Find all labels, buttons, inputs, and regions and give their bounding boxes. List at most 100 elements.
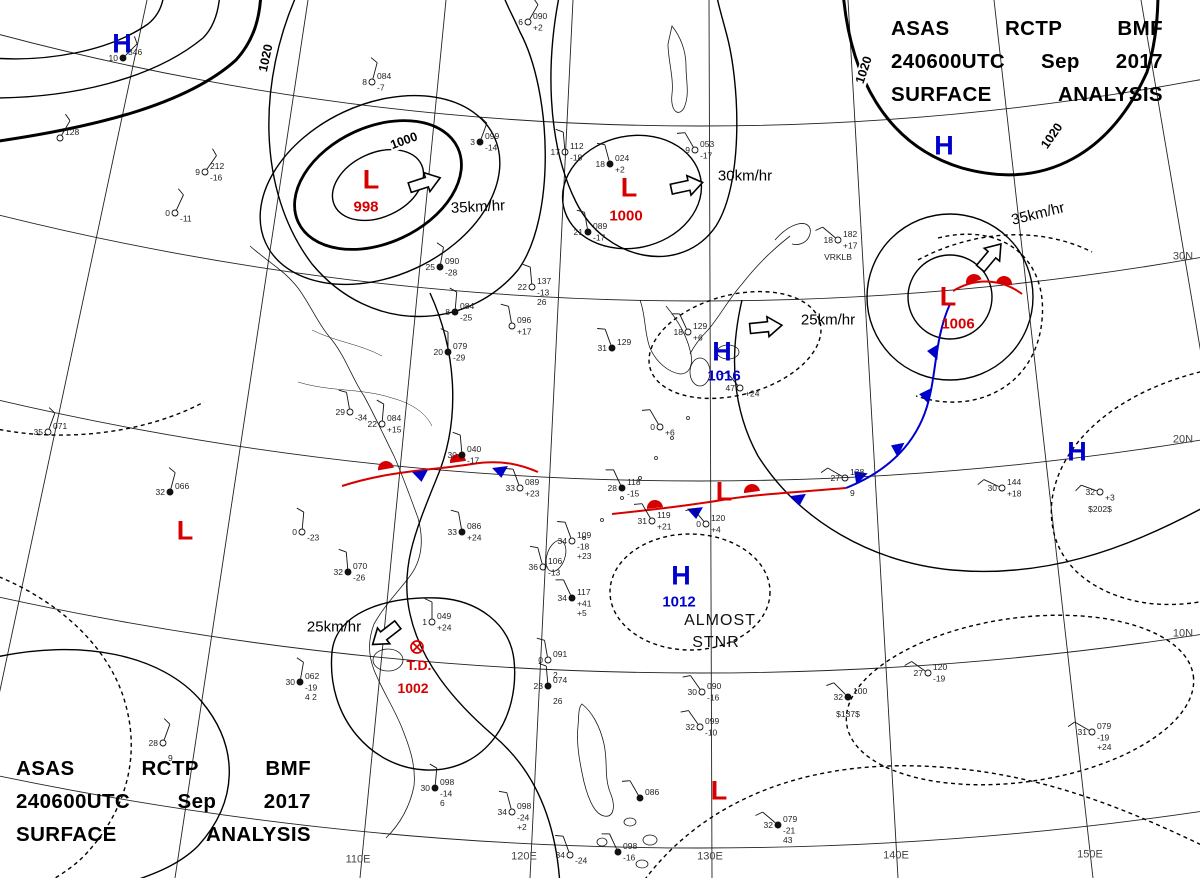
warm-front-symbol <box>996 276 1012 286</box>
wind-barb-feather <box>338 389 347 393</box>
wind-barb-shaft <box>125 43 138 56</box>
title-line-3: SURFACE ANALYSIS <box>16 823 311 847</box>
station-pressure: 084 <box>377 71 391 81</box>
station-pressure: 089 <box>593 221 607 231</box>
station-change: +3 <box>1105 493 1115 503</box>
warm-front-symbol <box>647 500 663 509</box>
movement-arrow <box>669 174 704 197</box>
station-change: -7 <box>377 83 385 93</box>
wind-barb-shaft <box>537 547 543 564</box>
station-change: +17 <box>843 241 858 251</box>
isobars-dashed <box>0 233 1200 878</box>
wind-barb-feather <box>555 128 564 133</box>
station-change: +21 <box>657 522 672 532</box>
station-change: -16 <box>210 173 223 183</box>
station-plot: 31 079 -19+24 <box>1067 721 1112 752</box>
station-change: -14 <box>440 789 453 799</box>
wind-barb-shaft <box>833 682 846 695</box>
station-extra: +5 <box>577 608 587 618</box>
station-temperature: 25 <box>426 262 436 272</box>
station-pressure: 182 <box>843 229 857 239</box>
station-temperature: 8 <box>445 307 450 317</box>
station-temperature: 3 <box>470 137 475 147</box>
station-temperature: 30 <box>421 783 431 793</box>
station-temperature: 33 <box>448 527 458 537</box>
wind-barb-feather <box>436 242 444 248</box>
station-change: +24 <box>437 623 452 633</box>
wind-barb-feather <box>480 117 488 124</box>
wind-barb-shaft <box>48 413 56 429</box>
station-change: -13 <box>537 288 550 298</box>
wind-barb-feather <box>977 479 985 486</box>
station-temperature: 10 <box>109 53 119 63</box>
station-extra: 2 <box>553 670 558 680</box>
wind-barb-shaft <box>458 512 462 529</box>
station-change: -16 <box>707 693 720 703</box>
station-change: -18 <box>577 542 590 552</box>
station-temperature: 22 <box>518 282 528 292</box>
station-plot: 096+17 <box>500 303 532 337</box>
station-temperature: 34 <box>498 807 508 817</box>
wind-barb-feather <box>529 545 538 549</box>
station-change: -19 <box>933 674 946 684</box>
station-plot: 20 079 -29 <box>434 328 467 363</box>
station-extra: 4 2 <box>305 692 317 702</box>
title-line-1: ASAS RCTP BMF <box>16 757 311 780</box>
station-change: -24 <box>575 856 588 866</box>
warm-front-line <box>952 280 1023 295</box>
wind-barb-feather <box>820 467 828 473</box>
station-plot: 25 090 -28 <box>426 242 459 278</box>
station-temperature: 30 <box>988 483 998 493</box>
wind-barb-feather <box>376 399 384 405</box>
wind-barb-shaft <box>372 62 378 79</box>
wind-barb-shaft <box>822 226 836 239</box>
station-pressure: 062 <box>305 671 319 681</box>
wind-barb-feather <box>755 811 763 816</box>
station-pressure: 138 <box>850 467 864 477</box>
station-temperature: 9 <box>195 167 200 177</box>
wind-barb-shaft <box>163 724 171 740</box>
wind-barb-feather <box>449 287 457 293</box>
station-plot: 30 040 -17 <box>448 431 481 466</box>
station-name: $202$ <box>1088 504 1112 514</box>
station-change: -25 <box>460 313 473 323</box>
station-change: -28 <box>445 268 458 278</box>
station-plot: 1 049 +24 <box>422 598 452 633</box>
station-plot: 6 090 +2 <box>518 0 547 33</box>
stationary-front-line <box>611 487 847 515</box>
station-change: +4 <box>711 525 721 535</box>
station-plot: 30 144 +18 <box>977 477 1022 499</box>
station-pressure: 100 <box>853 686 867 696</box>
station-change: -17 <box>467 456 480 466</box>
wind-barb-feather <box>555 835 564 837</box>
station-extra: +23 <box>577 551 592 561</box>
station-plot: 28 9 <box>149 718 173 763</box>
wind-barb-feather <box>538 662 547 667</box>
station-pressure: 053 <box>700 139 714 149</box>
wind-barb-shaft <box>584 212 588 229</box>
station-change: -16 <box>623 853 636 863</box>
wind-barb-shaft <box>512 469 520 485</box>
wind-barb-feather <box>1075 484 1082 492</box>
wind-barb-shaft <box>300 662 304 679</box>
station-pressure: 049 <box>437 611 451 621</box>
cold-front-line <box>845 303 951 489</box>
station-temperature: 0 <box>650 422 655 432</box>
station-pressure: 089 <box>525 477 539 487</box>
wind-barb-shaft <box>545 666 549 683</box>
wind-barb-shaft <box>440 247 444 264</box>
station-plot: 098-16 <box>601 833 637 863</box>
station-temperature: 23 <box>534 681 544 691</box>
station-change: +2 <box>615 165 625 175</box>
wind-barb-feather <box>641 409 651 411</box>
cold-front-symbol <box>854 471 868 485</box>
wind-barb-feather <box>576 209 585 213</box>
station-plot: 36 106 -13 <box>529 545 562 578</box>
movement-arrow <box>407 171 442 194</box>
wind-barb-shaft <box>983 479 1000 487</box>
station-pressure: 129 <box>617 337 631 347</box>
station-pressure: 091 <box>553 649 567 659</box>
